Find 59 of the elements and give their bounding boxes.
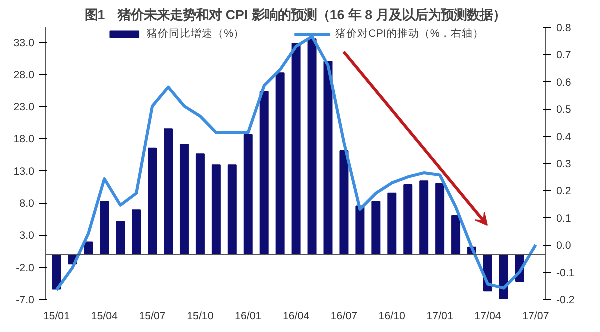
bar xyxy=(292,43,301,255)
y2-tick-label: -0.2 xyxy=(556,294,575,306)
bar xyxy=(116,221,126,255)
x-tick-label: 15/10 xyxy=(187,310,214,322)
x-tick-label: 16/07 xyxy=(330,310,358,322)
bar xyxy=(100,201,110,255)
x-tick-label: 17/04 xyxy=(474,310,502,322)
bar xyxy=(372,201,381,255)
bar xyxy=(180,144,189,255)
bar xyxy=(388,192,397,255)
y2-tick-label: 0.3 xyxy=(556,158,572,170)
bar xyxy=(52,254,62,290)
legend-label: 猪价对CPI的推动（%，右轴） xyxy=(336,27,484,41)
y2-tick-label: -0.1 xyxy=(556,267,575,280)
bar xyxy=(340,150,349,255)
y2-tick-label: 0.5 xyxy=(556,104,572,116)
bar xyxy=(148,148,158,255)
bar xyxy=(308,38,317,255)
x-tick-label: 16/10 xyxy=(378,310,406,322)
x-tick-label: 16/01 xyxy=(235,310,262,322)
y-tick-label: 13.0 xyxy=(14,166,35,178)
x-tick-label: 17/07 xyxy=(522,310,550,322)
y2-tick-label: 0.2 xyxy=(556,186,572,198)
y2-tick-label: 0.6 xyxy=(556,76,572,89)
bar xyxy=(260,91,269,255)
bar xyxy=(164,128,173,255)
y-tick-label: -7.0 xyxy=(16,294,35,306)
y-tick-label: 33.0 xyxy=(14,37,35,50)
y-tick-label: 28.0 xyxy=(14,69,35,82)
x-tick-label: 15/07 xyxy=(139,310,166,322)
bar xyxy=(420,180,429,255)
y2-tick-label: 0.7 xyxy=(556,50,572,62)
bar xyxy=(244,134,253,255)
bar xyxy=(132,210,142,255)
bar xyxy=(196,154,205,255)
bar xyxy=(212,164,221,255)
y-tick-label: -2.0 xyxy=(16,262,35,274)
bar xyxy=(452,215,461,255)
y2-tick-label: 0.4 xyxy=(556,131,572,144)
x-tick-label: 15/04 xyxy=(91,310,118,322)
bar xyxy=(276,72,285,255)
y2-tick-label: 0.8 xyxy=(556,22,572,34)
y2-tick-label: 0.0 xyxy=(556,240,572,252)
y-tick-label: 3.0 xyxy=(20,230,35,242)
bar xyxy=(436,183,445,255)
bar xyxy=(499,254,508,300)
legend-label: 猪价同比增速（%） xyxy=(147,27,245,41)
bar xyxy=(324,61,333,255)
x-tick-label: 15/01 xyxy=(43,310,70,322)
chart-title: 图1 猪价未来走势和对 CPI 影响的预测（16 年 8 月及以后为预测数据） xyxy=(84,8,506,22)
bar xyxy=(356,206,365,255)
x-tick-label: 16/04 xyxy=(282,310,310,322)
bar xyxy=(404,184,413,255)
y-tick-label: 23.0 xyxy=(14,102,35,114)
y-tick-label: 8.0 xyxy=(20,198,35,210)
bar xyxy=(228,164,237,255)
x-tick-label: 17/01 xyxy=(426,310,454,322)
y2-tick-label: 0.1 xyxy=(556,212,572,225)
y-tick-label: 18.0 xyxy=(14,134,35,146)
